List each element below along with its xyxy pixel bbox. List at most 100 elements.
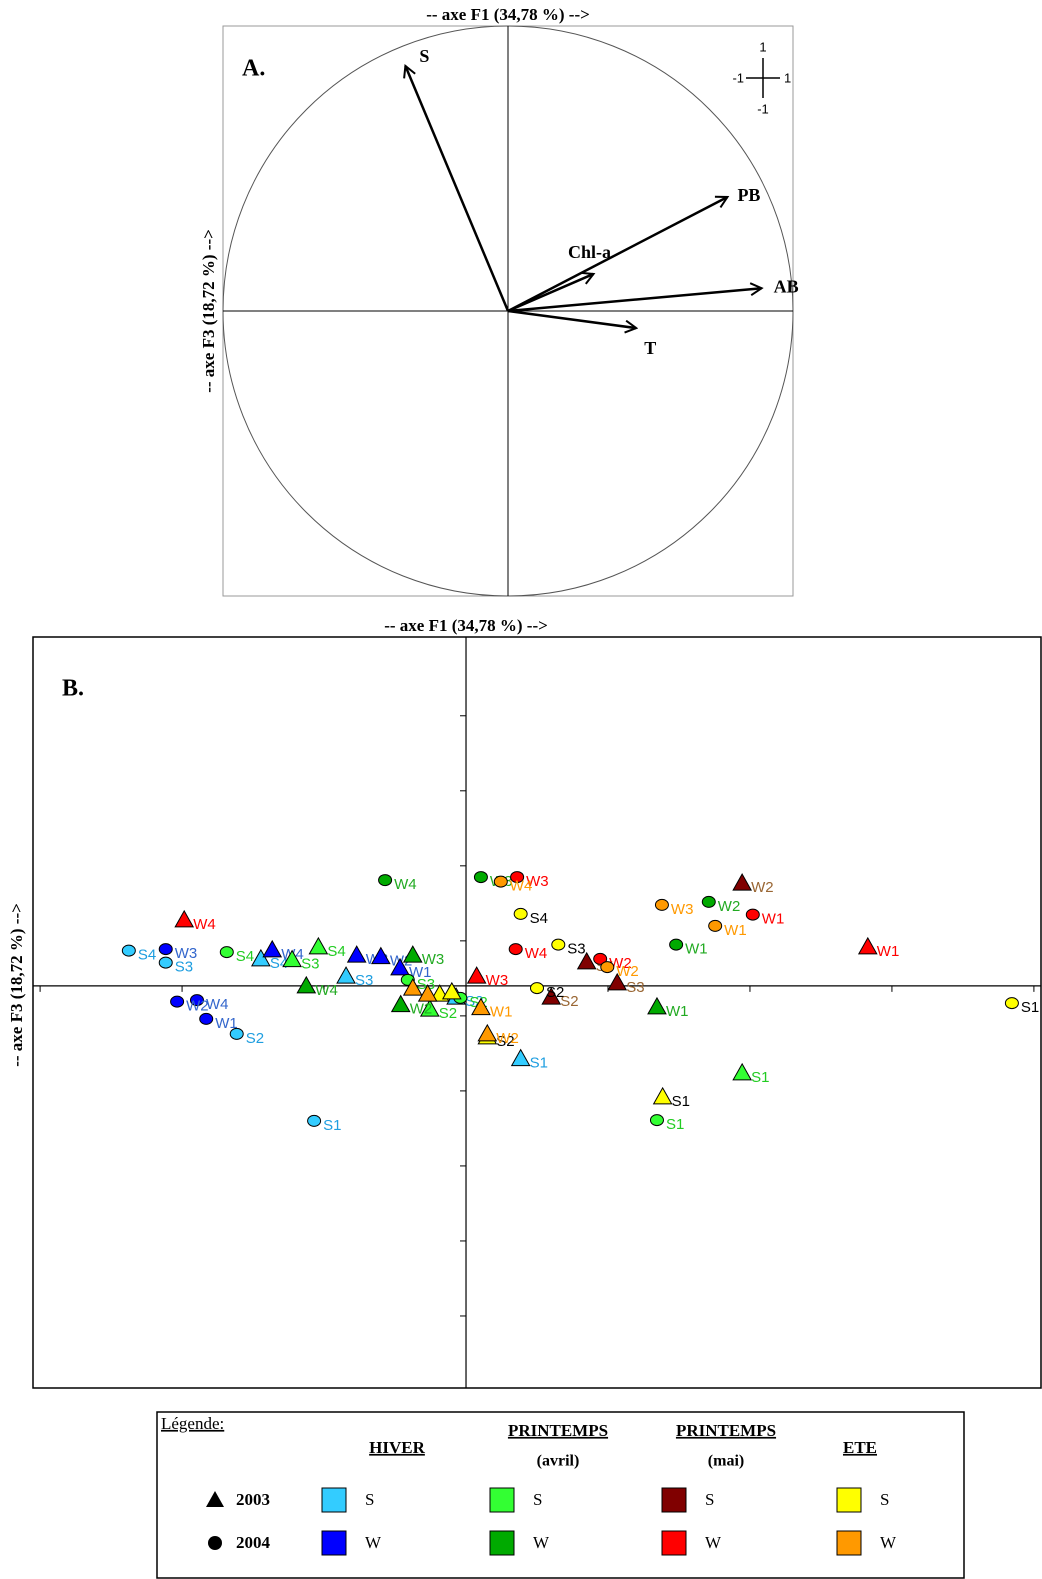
- legend-swatch: [321, 1530, 347, 1556]
- vector-label: S: [419, 46, 429, 66]
- legend-season: PRINTEMPS: [676, 1421, 776, 1440]
- point-label: W1: [762, 911, 785, 928]
- point-2004: [654, 898, 669, 911]
- point-label: S4: [327, 943, 345, 960]
- point-2003: [336, 966, 356, 984]
- variable-vector: [405, 66, 510, 312]
- point-label: W3: [486, 972, 509, 989]
- point-2003: [346, 945, 367, 963]
- point-2003: [402, 978, 423, 996]
- point-2004: [745, 908, 760, 921]
- point-2003: [576, 951, 597, 970]
- point-label: S4: [270, 955, 288, 972]
- point-2003: [296, 975, 317, 994]
- point-label: W4: [525, 945, 548, 962]
- chart-title: -- axe F1 (34,78 %) -->: [384, 616, 548, 635]
- point-2004: [473, 871, 488, 884]
- legend-marker: [206, 1491, 224, 1507]
- vector-label: Chl-a: [568, 242, 611, 262]
- legend-site: W: [705, 1533, 722, 1552]
- legend-season: PRINTEMPS: [508, 1421, 608, 1440]
- point-label: W4: [193, 916, 216, 933]
- point-2003: [441, 981, 462, 1000]
- point-2003: [732, 1062, 753, 1081]
- legend-site: S: [880, 1490, 889, 1509]
- point-2003: [652, 1086, 673, 1105]
- point-label: W1: [685, 941, 708, 958]
- point-2004: [158, 943, 173, 956]
- legend-site: W: [880, 1533, 897, 1552]
- point-label: W1: [666, 1003, 689, 1020]
- legend-swatch: [489, 1530, 515, 1556]
- point-2004: [378, 874, 393, 887]
- point-label: W1: [409, 964, 432, 981]
- point-2004: [649, 1114, 664, 1127]
- point-label: S1: [751, 1069, 769, 1086]
- point-label: W2: [496, 1030, 518, 1047]
- legend-site: S: [533, 1490, 542, 1509]
- point-2003: [477, 1023, 498, 1042]
- point-2003: [607, 972, 628, 991]
- variable-vector: [507, 288, 762, 313]
- vector-label: AB: [774, 276, 799, 296]
- point-2003: [370, 946, 391, 965]
- point-2004: [508, 943, 523, 956]
- point-2004: [669, 938, 684, 951]
- y-axis-title: -- axe F3 (18,72 %) -->: [7, 903, 26, 1067]
- point-label: W3: [175, 945, 198, 962]
- point-2003: [251, 948, 271, 967]
- point-2004: [121, 944, 136, 957]
- point-label: S2: [496, 1033, 514, 1050]
- chart-title: -- axe F1 (34,78 %) -->: [426, 5, 590, 24]
- panel-label: A.: [242, 56, 265, 82]
- point-label: S2: [560, 993, 578, 1010]
- legend-swatch: [661, 1487, 687, 1513]
- point-2004: [510, 871, 525, 884]
- point-label: S4: [236, 948, 254, 965]
- legend-swatch: [836, 1487, 862, 1513]
- point-label: W1: [724, 922, 747, 939]
- vector-label: PB: [737, 185, 760, 205]
- legend-season-sub: (mai): [708, 1453, 744, 1470]
- point-label: S1: [666, 1116, 684, 1133]
- point-label: W3: [422, 951, 445, 968]
- point-2004: [708, 919, 723, 932]
- variable-vector: [507, 274, 594, 313]
- point-2003: [466, 966, 487, 984]
- point-label: S2: [439, 1005, 457, 1022]
- legend-box: [156, 1411, 965, 1579]
- point-label: S3: [567, 941, 585, 958]
- point-2003: [174, 909, 195, 928]
- point-2003: [390, 994, 411, 1013]
- point-label: W4: [315, 982, 338, 999]
- point-2003: [402, 945, 423, 963]
- legend-year: 2003: [236, 1490, 270, 1509]
- point-label: S4: [138, 947, 156, 964]
- point-2003: [541, 987, 562, 1005]
- legend-season: ETE: [843, 1438, 877, 1457]
- legend-swatch: [661, 1530, 687, 1556]
- legend-year: 2004: [236, 1533, 271, 1552]
- point-label: W2: [186, 998, 209, 1015]
- point-2004: [551, 938, 566, 951]
- point-2004: [219, 946, 234, 959]
- point-label: S4: [530, 910, 548, 927]
- point-2003: [471, 997, 491, 1016]
- point-label: S1: [672, 1093, 690, 1110]
- point-label: S1: [530, 1055, 548, 1072]
- point-2003: [308, 936, 329, 955]
- point-2004: [493, 875, 508, 888]
- scale-label: 1: [784, 70, 791, 85]
- point-label: W2: [410, 1001, 433, 1018]
- point-2004: [158, 956, 173, 969]
- point-label: W2: [616, 963, 639, 980]
- point-2003: [419, 999, 440, 1017]
- point-2003: [647, 996, 667, 1015]
- point-label: S3: [175, 959, 193, 976]
- point-2004: [513, 907, 528, 920]
- variable-vector: [507, 197, 727, 313]
- point-2004: [1004, 997, 1019, 1010]
- point-label: W2: [751, 879, 774, 896]
- point-label: S1: [1021, 999, 1039, 1016]
- point-label: S2: [546, 984, 564, 1001]
